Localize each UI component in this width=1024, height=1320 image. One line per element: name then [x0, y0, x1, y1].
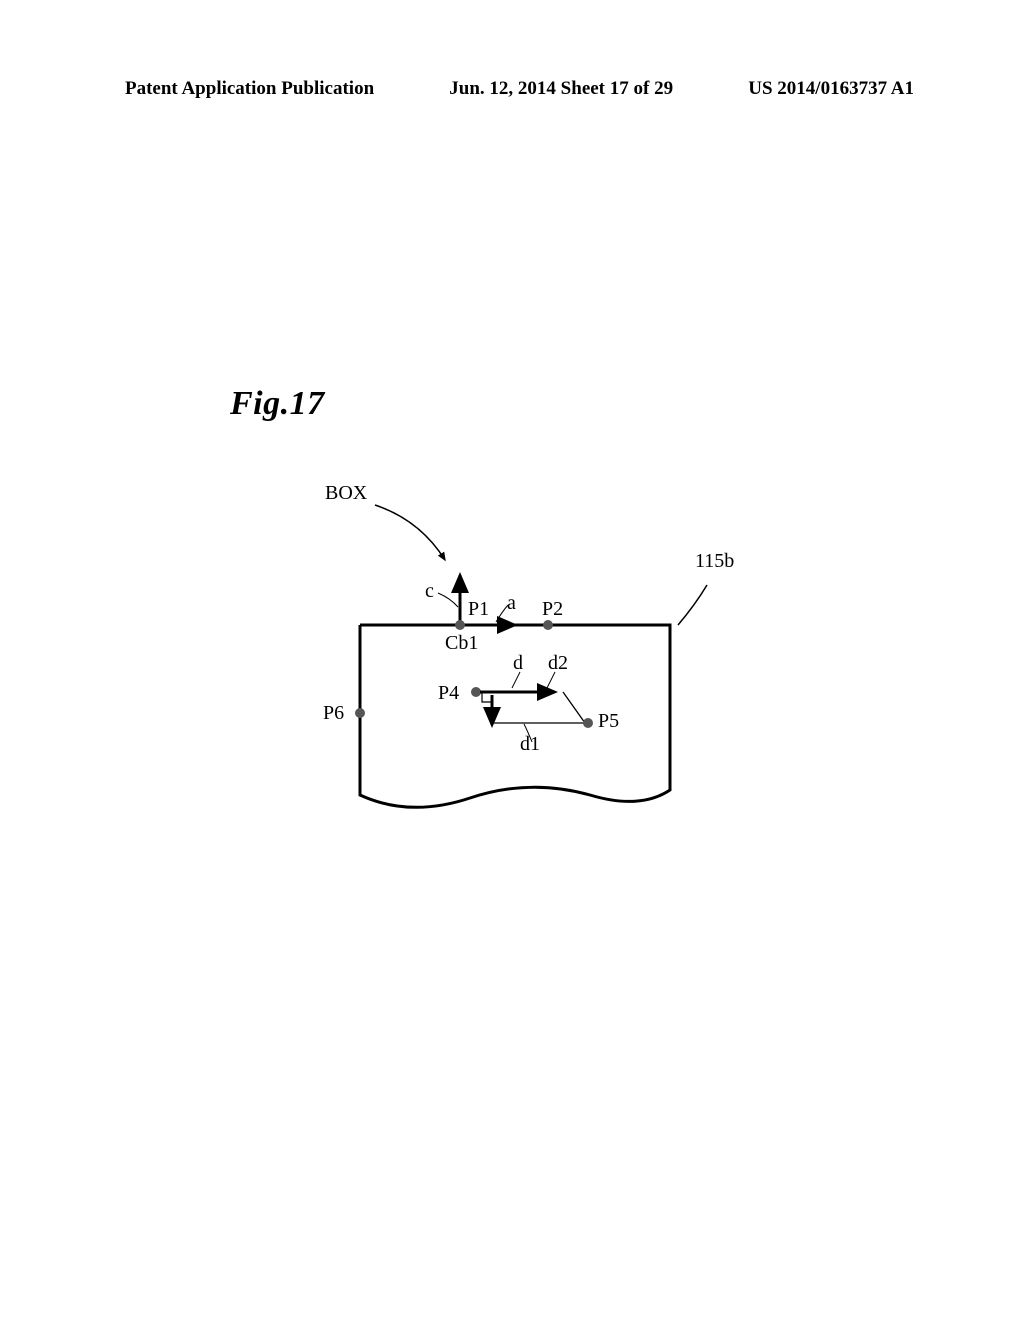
figure-diagram: BOX 115b c a P1 P2 Cb1 d d2 P4 P6 P5 d1 [280, 480, 780, 880]
c-leader [438, 593, 458, 607]
label-115b: 115b [695, 550, 734, 573]
point-P1 [455, 620, 465, 630]
label-P6: P6 [323, 702, 344, 725]
diagram-svg [280, 480, 780, 880]
header-middle: Jun. 12, 2014 Sheet 17 of 29 [449, 78, 673, 100]
figure-title: Fig.17 [230, 385, 325, 423]
point-P4 [471, 687, 481, 697]
label-P2: P2 [542, 598, 563, 621]
point-P2 [543, 620, 553, 630]
label-box: BOX [325, 482, 367, 505]
triangle-construction [492, 692, 585, 723]
header-right: US 2014/0163737 A1 [748, 78, 914, 100]
point-P6 [355, 708, 365, 718]
label-Cb1: Cb1 [445, 632, 478, 655]
header-left: Patent Application Publication [125, 78, 374, 100]
point-P5 [583, 718, 593, 728]
label-P5: P5 [598, 710, 619, 733]
ref115b-leader [678, 585, 707, 625]
label-d: d [513, 652, 523, 675]
label-a: a [507, 592, 516, 615]
page-header: Patent Application Publication Jun. 12, … [0, 78, 1024, 100]
label-c: c [425, 580, 434, 603]
box-leader [375, 505, 445, 560]
label-d1: d1 [520, 733, 540, 756]
label-d2: d2 [548, 652, 568, 675]
label-P1: P1 [468, 598, 489, 621]
label-P4: P4 [438, 682, 459, 705]
